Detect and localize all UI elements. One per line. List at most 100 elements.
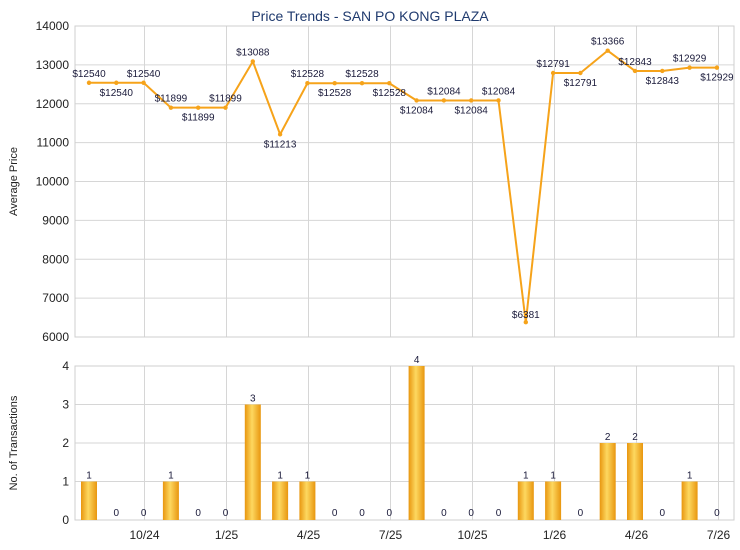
price-point <box>332 81 337 86</box>
tx-bar-label: 4 <box>414 355 420 366</box>
tx-bar-label: 1 <box>277 471 283 482</box>
price-ytick-label: 10000 <box>36 175 70 189</box>
tx-bar-label: 0 <box>195 508 201 519</box>
price-data-label: $13088 <box>236 47 270 58</box>
tx-ytick-label: 0 <box>62 513 69 527</box>
price-point <box>359 81 365 86</box>
price-data-label: $13366 <box>591 37 625 48</box>
price-point <box>196 105 201 110</box>
price-data-label: $12540 <box>72 69 106 80</box>
tx-xtick-label: 1/26 <box>543 528 567 542</box>
price-point <box>687 65 692 70</box>
tx-bar-label: 0 <box>332 508 338 519</box>
tx-bar-label: 0 <box>359 508 365 519</box>
price-ytick-label: 11000 <box>37 136 70 150</box>
price-point <box>441 98 447 103</box>
price-point <box>605 48 610 53</box>
price-ytick-label: 14000 <box>36 19 70 33</box>
price-panel: 6000 7000 8000 9000 10000 11000 12000 13000 1400… <box>8 19 735 344</box>
tx-ytick-label: 4 <box>62 359 69 373</box>
price-ytick-label: 7000 <box>42 291 69 305</box>
tx-bar <box>681 481 698 520</box>
tx-bar-label: 0 <box>660 508 666 519</box>
tx-bar-label: 2 <box>605 432 611 443</box>
price-data-label: $12528 <box>345 69 379 80</box>
price-data-label: $12528 <box>318 88 352 99</box>
tx-bar <box>299 481 316 520</box>
price-point <box>168 105 174 110</box>
price-data-label: $12540 <box>127 69 161 80</box>
price-point <box>578 70 583 76</box>
price-ytick-label: 9000 <box>42 213 69 227</box>
tx-ytick-label: 1 <box>62 475 69 489</box>
tx-bar-label: 3 <box>250 394 256 405</box>
tx-bar <box>162 481 179 520</box>
tx-bar <box>408 366 425 520</box>
price-ytick-label: 12000 <box>36 97 70 111</box>
tx-y-axis-label: No. of Transactions <box>8 395 20 490</box>
tx-xtick-label: 7/25 <box>379 528 403 542</box>
tx-bar-label: 0 <box>578 508 584 519</box>
price-point <box>141 80 146 85</box>
price-point <box>250 59 255 64</box>
tx-plot-frame <box>74 365 735 521</box>
price-point <box>469 98 474 103</box>
tx-bar-label: 1 <box>550 471 556 482</box>
tx-bar <box>599 443 616 520</box>
price-data-label: $12528 <box>373 88 407 99</box>
tx-xtick-label: 4/25 <box>297 528 321 542</box>
price-point <box>305 81 310 86</box>
price-y-axis-label: Average Price <box>8 147 20 216</box>
tx-bar-label: 0 <box>714 508 720 519</box>
price-point <box>114 80 119 85</box>
tx-bar-label: 1 <box>86 471 92 482</box>
price-point <box>387 81 392 86</box>
price-data-label: $12084 <box>482 86 516 97</box>
price-data-label: $12084 <box>455 105 489 116</box>
price-data-label: $11899 <box>155 94 188 105</box>
tx-bar-label: 0 <box>141 508 147 519</box>
tx-bar <box>272 481 289 520</box>
tx-xtick-label: 7/26 <box>707 528 731 542</box>
tx-ytick-label: 3 <box>62 398 69 412</box>
price-point <box>523 319 528 325</box>
tx-bar <box>545 481 562 520</box>
tx-bar-label: 1 <box>523 471 529 482</box>
price-data-label: $12084 <box>427 86 461 97</box>
tx-bar <box>244 404 261 520</box>
tx-bar <box>517 481 534 520</box>
tx-bar-label: 1 <box>305 471 311 482</box>
price-point <box>660 68 665 74</box>
price-data-label: $11213 <box>264 139 297 150</box>
price-data-label: $12540 <box>100 88 134 99</box>
price-point <box>632 68 638 74</box>
tx-xtick-label: 1/25 <box>215 528 239 542</box>
tx-bar-label: 0 <box>114 508 120 519</box>
tx-bar-label: 0 <box>387 508 393 519</box>
tx-bar <box>81 481 97 520</box>
price-point <box>86 80 92 85</box>
price-point <box>223 105 228 110</box>
chart-title: Price Trends - SAN PO KONG PLAZA <box>251 8 489 24</box>
price-data-label: $12528 <box>291 69 325 80</box>
price-data-label: $6381 <box>512 310 540 321</box>
price-data-label: $12843 <box>618 57 652 68</box>
price-data-label: $12084 <box>400 105 434 116</box>
tx-bar-label: 0 <box>496 508 502 519</box>
tx-bar-label: 0 <box>468 508 474 519</box>
price-ytick-label: 8000 <box>42 252 69 266</box>
tx-bar <box>627 443 643 520</box>
price-data-label: $11899 <box>182 113 215 124</box>
price-data-label: $12843 <box>646 76 680 87</box>
price-data-label: $12791 <box>536 59 570 70</box>
tx-ytick-label: 2 <box>62 436 69 450</box>
price-data-label: $11899 <box>209 94 242 105</box>
tx-bar-label: 1 <box>687 471 693 482</box>
price-point <box>277 132 283 137</box>
tx-xtick-label: 10/25 <box>457 528 487 542</box>
price-point <box>714 65 720 70</box>
tx-bar-label: 2 <box>632 432 638 443</box>
tx-xtick-label: 4/26 <box>625 528 649 542</box>
price-point <box>550 70 556 76</box>
